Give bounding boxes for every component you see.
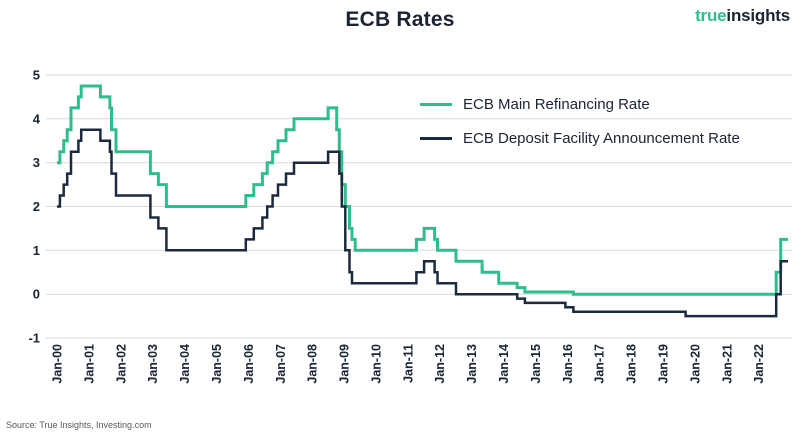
y-axis-tick-label: 3 bbox=[33, 155, 40, 170]
chart-svg: 5 4 3 2 1 0 -1 Jan-00 Jan-01 Jan-02 Jan-03 Jan-04 Ja… bbox=[28, 68, 792, 384]
x-axis-tick-label: Jan-16 bbox=[561, 344, 575, 384]
x-axis-tick-label: Jan-09 bbox=[338, 344, 352, 384]
series-line-main-refinancing-rate bbox=[57, 84, 788, 296]
x-axis-tick-label: Jan-22 bbox=[752, 344, 766, 384]
chart-legend: ECB Main Refinancing Rate ECB Deposit Fa… bbox=[420, 96, 740, 147]
x-axis-tick-label: Jan-21 bbox=[720, 344, 734, 384]
x-axis-tick-label: Jan-03 bbox=[146, 344, 160, 384]
legend-label-main-refinancing-rate: ECB Main Refinancing Rate bbox=[463, 96, 650, 113]
chart-title: ECB Rates bbox=[345, 8, 455, 31]
x-axis-tick-label: Jan-01 bbox=[82, 344, 96, 384]
x-axis-tick-label: Jan-07 bbox=[274, 344, 288, 384]
y-axis-tick-label: 1 bbox=[33, 243, 40, 258]
brand-logo: trueinsights bbox=[695, 6, 790, 26]
x-axis-tick-label: Jan-00 bbox=[51, 344, 65, 384]
series-line-deposit-facility-rate bbox=[57, 128, 788, 318]
x-axis-tick-label: Jan-20 bbox=[688, 344, 702, 384]
legend-line-sample-green bbox=[420, 103, 452, 106]
x-axis-tick-label: Jan-06 bbox=[242, 344, 256, 384]
x-axis-tick-label: Jan-04 bbox=[178, 344, 192, 384]
x-axis-tick-label: Jan-15 bbox=[529, 344, 543, 384]
x-axis-tick-label: Jan-17 bbox=[593, 344, 607, 384]
brand-logo-word-true: true bbox=[695, 6, 727, 25]
x-axis-tick-label: Jan-18 bbox=[625, 344, 639, 384]
x-axis-tick-label: Jan-13 bbox=[465, 344, 479, 384]
y-axis-tick-label: 4 bbox=[33, 111, 41, 126]
y-axis-tick-label: 0 bbox=[33, 287, 40, 302]
x-axis-tick-label: Jan-14 bbox=[497, 344, 511, 384]
x-axis-tick-label: Jan-05 bbox=[210, 344, 224, 384]
x-axis-tick-label: Jan-02 bbox=[114, 344, 128, 384]
x-axis-tick-label: Jan-12 bbox=[433, 344, 447, 384]
source-attribution: Source: True Insights, Investing.com bbox=[6, 420, 152, 430]
brand-logo-word-insights: insights bbox=[726, 6, 790, 25]
legend-item-deposit-facility-rate: ECB Deposit Facility Announcement Rate bbox=[420, 130, 740, 147]
y-axis-tick-label: 5 bbox=[33, 68, 40, 83]
y-axis-tick-label: 2 bbox=[33, 199, 40, 214]
legend-line-sample-navy bbox=[420, 137, 452, 140]
legend-item-main-refinancing-rate: ECB Main Refinancing Rate bbox=[420, 96, 740, 113]
x-axis-tick-label: Jan-19 bbox=[657, 344, 671, 384]
y-axis-tick-label: -1 bbox=[28, 331, 40, 346]
legend-label-deposit-facility-rate: ECB Deposit Facility Announcement Rate bbox=[463, 130, 740, 147]
x-axis-tick-label: Jan-10 bbox=[369, 344, 383, 384]
x-axis-tick-label: Jan-11 bbox=[401, 344, 415, 383]
x-axis-tick-label: Jan-08 bbox=[306, 344, 320, 384]
